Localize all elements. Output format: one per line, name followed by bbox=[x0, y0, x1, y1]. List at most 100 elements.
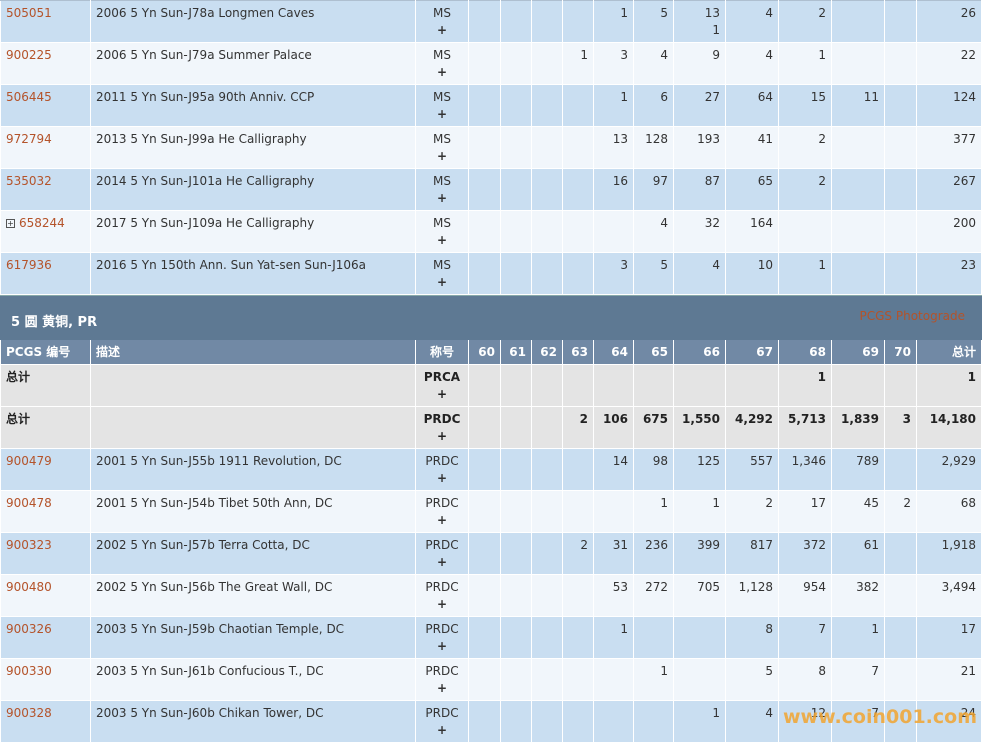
grade-count bbox=[500, 700, 532, 743]
total: 22 bbox=[960, 48, 976, 62]
designation-text: MS bbox=[433, 48, 451, 62]
grade-count bbox=[562, 84, 594, 127]
expand-button[interactable]: + bbox=[436, 23, 448, 37]
column-header: 68 bbox=[778, 340, 832, 365]
total: 1 bbox=[967, 370, 976, 384]
grade-count bbox=[884, 168, 917, 211]
pcgs-number[interactable]: 535032 bbox=[6, 174, 52, 188]
designation-text: MS bbox=[433, 174, 451, 188]
expand-button[interactable]: + bbox=[436, 65, 448, 79]
column-header: 称号 bbox=[415, 340, 469, 365]
designation: MS + bbox=[415, 126, 469, 169]
expand-button[interactable]: + bbox=[436, 513, 448, 527]
expand-button[interactable]: + bbox=[436, 387, 448, 401]
count: 4 bbox=[765, 6, 773, 20]
designation-text: PRDC bbox=[425, 454, 459, 468]
grade-count: 7 bbox=[778, 616, 832, 659]
expand-button[interactable]: + bbox=[436, 107, 448, 121]
designation-text: PRDC bbox=[425, 496, 459, 510]
pr-table: PCGS 编号 描述 称号 60 61 62 63 64 65 66 67 68 69 70 总计 总计 PRC… bbox=[0, 340, 982, 743]
total-cell: 68 bbox=[916, 490, 982, 533]
description: 2016 5 Yn 150th Ann. Sun Yat-sen Sun-J10… bbox=[90, 252, 416, 295]
grade-count bbox=[468, 0, 501, 43]
pcgs-number[interactable]: 900328 bbox=[6, 706, 52, 720]
grade-count bbox=[633, 616, 674, 659]
expand-button[interactable]: + bbox=[436, 723, 448, 737]
grade-count: 2 bbox=[778, 168, 832, 211]
total: 200 bbox=[953, 216, 976, 230]
grade-count: 399 bbox=[673, 532, 726, 575]
pcgs-number[interactable]: 900326 bbox=[6, 622, 52, 636]
pcgs-number[interactable]: 900480 bbox=[6, 580, 52, 594]
expand-button[interactable]: + bbox=[436, 639, 448, 653]
photograde-link[interactable]: PCGS Photograde bbox=[859, 309, 965, 323]
grade-count: 1 bbox=[633, 658, 674, 701]
grade-count bbox=[562, 490, 594, 533]
grade-count bbox=[500, 42, 532, 85]
description-text: 2016 5 Yn 150th Ann. Sun Yat-sen Sun-J10… bbox=[96, 258, 367, 272]
expand-icon[interactable]: + bbox=[6, 219, 15, 228]
designation: MS + bbox=[415, 252, 469, 295]
grade-count: 1 bbox=[593, 616, 634, 659]
expand-button[interactable]: + bbox=[436, 471, 448, 485]
expand-button[interactable]: + bbox=[436, 597, 448, 611]
grade-count: 65 bbox=[725, 168, 779, 211]
table-row: 505051 2006 5 Yn Sun-J78a Longmen Caves MS… bbox=[0, 0, 982, 43]
description-text: 2003 5 Yn Sun-J60b Chikan Tower, DC bbox=[96, 706, 324, 720]
column-header: PCGS 编号 bbox=[0, 340, 91, 365]
table-row: 900225 2006 5 Yn Sun-J79a Summer Palace MS… bbox=[0, 42, 982, 85]
count: 3 bbox=[620, 48, 628, 62]
grade-count bbox=[593, 364, 634, 407]
expand-button[interactable]: + bbox=[436, 275, 448, 289]
expand-button[interactable]: + bbox=[436, 429, 448, 443]
grade-count: 5 bbox=[633, 0, 674, 43]
grade-count bbox=[468, 616, 501, 659]
pcgs-number[interactable]: 972794 bbox=[6, 132, 52, 146]
expand-button[interactable]: + bbox=[436, 681, 448, 695]
pcgs-number[interactable]: 900478 bbox=[6, 496, 52, 510]
grade-count: 13 bbox=[593, 126, 634, 169]
designation: MS + bbox=[415, 0, 469, 43]
table-row: 972794 2013 5 Yn Sun-J99a He Calligraphy M… bbox=[0, 126, 982, 169]
description-text: 2006 5 Yn Sun-J78a Longmen Caves bbox=[96, 6, 315, 20]
grade-count: 53 bbox=[593, 574, 634, 617]
total: 124 bbox=[953, 90, 976, 104]
count: 98 bbox=[652, 454, 668, 468]
grade-count bbox=[831, 42, 885, 85]
pcgs-number[interactable]: 900479 bbox=[6, 454, 52, 468]
count: 13 bbox=[612, 132, 628, 146]
pcgs-number[interactable]: 900330 bbox=[6, 664, 52, 678]
grade-count: 1,550 bbox=[673, 406, 726, 449]
expand-button[interactable]: + bbox=[436, 233, 448, 247]
total-label: 总计 bbox=[6, 370, 31, 384]
grade-count: 382 bbox=[831, 574, 885, 617]
pcgs-number[interactable]: 658244 bbox=[19, 216, 65, 230]
count: 15 bbox=[810, 90, 826, 104]
expand-button[interactable]: + bbox=[436, 191, 448, 205]
grade-count: 64 bbox=[725, 84, 779, 127]
grade-count bbox=[468, 532, 501, 575]
grade-count bbox=[562, 448, 594, 491]
count: 1,839 bbox=[841, 412, 879, 426]
count: 382 bbox=[856, 580, 879, 594]
pcgs-number[interactable]: 617936 bbox=[6, 258, 52, 272]
grade-count bbox=[531, 574, 563, 617]
total: 3,494 bbox=[941, 580, 976, 594]
grade-count bbox=[500, 252, 532, 295]
description-text: 2006 5 Yn Sun-J79a Summer Palace bbox=[96, 48, 312, 62]
pcgs-number[interactable]: 900225 bbox=[6, 48, 52, 62]
expand-button[interactable]: + bbox=[436, 555, 448, 569]
designation-text: PRDC bbox=[425, 580, 459, 594]
pcgs-number[interactable]: 506445 bbox=[6, 90, 52, 104]
designation: PRDC + bbox=[415, 532, 469, 575]
count: 399 bbox=[697, 538, 720, 552]
description: 2002 5 Yn Sun-J56b The Great Wall, DC bbox=[90, 574, 416, 617]
grade-count bbox=[531, 364, 563, 407]
grade-count: 4 bbox=[633, 210, 674, 253]
pcgs-number[interactable]: 900323 bbox=[6, 538, 52, 552]
pcgs-number[interactable]: 505051 bbox=[6, 6, 52, 20]
grade-count: 5,713 bbox=[778, 406, 832, 449]
expand-button[interactable]: + bbox=[436, 149, 448, 163]
total-label: 总计 bbox=[6, 412, 31, 426]
count: 372 bbox=[803, 538, 826, 552]
